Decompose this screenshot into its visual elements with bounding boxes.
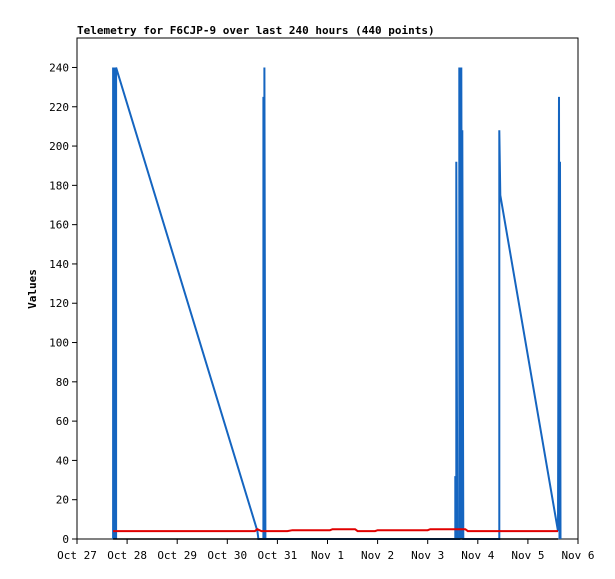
y-tick-label: 220: [49, 101, 69, 114]
x-tick-label: Nov 3: [411, 549, 444, 562]
x-tick-label: Nov 4: [461, 549, 494, 562]
y-tick-label: 20: [56, 494, 69, 507]
x-tick-label: Nov 6: [561, 549, 594, 562]
y-tick-label: 160: [49, 219, 69, 232]
x-axis: Oct 27 Oct 28 Oct 29 Oct 30 Oct 31 Nov 1 Nov 2…: [57, 539, 595, 562]
x-tick-label: Nov 2: [361, 549, 394, 562]
y-tick-label: 180: [49, 179, 69, 192]
x-tick-label: Oct 31: [258, 549, 298, 562]
y-axis-label: Values: [26, 269, 39, 309]
x-tick-label: Oct 27: [57, 549, 97, 562]
x-tick-label: Nov 1: [311, 549, 344, 562]
x-tick-label: Oct 30: [207, 549, 247, 562]
chart-title: Telemetry for F6CJP-9 over last 240 hour…: [77, 24, 435, 37]
x-tick-label: Oct 29: [157, 549, 197, 562]
y-tick-label: 140: [49, 258, 69, 271]
y-axis: 0 20 40 60 80 100 120 140 160 180 200 220 240: [49, 61, 77, 546]
y-tick-label: 100: [49, 337, 69, 350]
series-group: [112, 67, 562, 540]
y-tick-label: 80: [56, 376, 69, 389]
y-tick-label: 120: [49, 297, 69, 310]
plot-area: [76, 37, 579, 540]
x-tick-label: Nov 5: [511, 549, 544, 562]
x-tick-label: Oct 28: [107, 549, 147, 562]
y-tick-label: 60: [56, 415, 69, 428]
y-tick-label: 40: [56, 454, 69, 467]
y-tick-label: 0: [62, 533, 69, 546]
series-line-2: [113, 528, 558, 533]
y-tick-label: 240: [49, 61, 69, 74]
y-tick-label: 200: [49, 140, 69, 153]
